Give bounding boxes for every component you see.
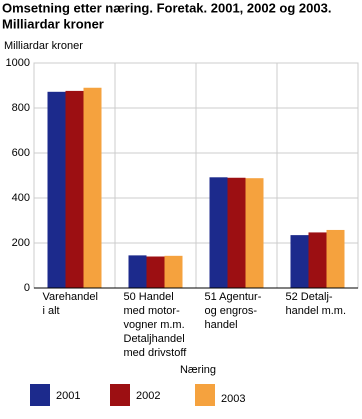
x-tick-label: handel m.m. bbox=[286, 305, 347, 317]
y-tick-label: 800 bbox=[12, 102, 30, 114]
legend-swatch bbox=[110, 384, 130, 406]
legend-label: 2001 bbox=[56, 390, 80, 402]
chart-title: Milliardar kroner bbox=[2, 16, 104, 31]
bar bbox=[245, 178, 264, 288]
x-tick-label: 51 Agentur- bbox=[205, 291, 262, 303]
bar bbox=[326, 229, 345, 288]
bar bbox=[128, 255, 147, 288]
chart-title: Omsetning etter næring. Foretak. 2001, 2… bbox=[2, 0, 331, 15]
x-axis-label: Næring bbox=[180, 364, 216, 376]
y-tick-label: 200 bbox=[12, 237, 30, 249]
bar bbox=[308, 232, 327, 288]
legend-swatch bbox=[195, 384, 215, 406]
bar bbox=[83, 87, 102, 288]
y-tick-label: 0 bbox=[24, 282, 30, 294]
legend-swatch bbox=[30, 384, 50, 406]
bar bbox=[290, 235, 309, 288]
x-tick-label: og engros- bbox=[205, 305, 258, 317]
x-tick-label: Varehandel bbox=[43, 291, 98, 303]
bar bbox=[164, 255, 183, 288]
legend-label: 2003 bbox=[221, 393, 245, 405]
x-tick-label: med drivstoff bbox=[124, 347, 188, 359]
y-tick-label: 400 bbox=[12, 192, 30, 204]
x-tick-label: med motor- bbox=[124, 305, 181, 317]
x-tick-label: handel bbox=[205, 319, 238, 331]
bar bbox=[146, 256, 165, 288]
x-tick-label: vogner m.m. bbox=[124, 319, 185, 331]
x-tick-label: 52 Detalj- bbox=[286, 291, 333, 303]
y-tick-label: 600 bbox=[12, 147, 30, 159]
x-tick-label: Detaljhandel bbox=[124, 333, 185, 345]
x-tick-label: 50 Handel bbox=[124, 291, 174, 303]
bar bbox=[209, 177, 228, 288]
bar bbox=[65, 90, 84, 289]
legend-label: 2002 bbox=[136, 390, 160, 402]
y-tick-label: 1000 bbox=[6, 57, 30, 69]
bar bbox=[47, 91, 66, 288]
y-axis-label: Milliardar kroner bbox=[4, 40, 83, 52]
bar bbox=[227, 177, 246, 288]
x-tick-label: i alt bbox=[43, 305, 60, 317]
